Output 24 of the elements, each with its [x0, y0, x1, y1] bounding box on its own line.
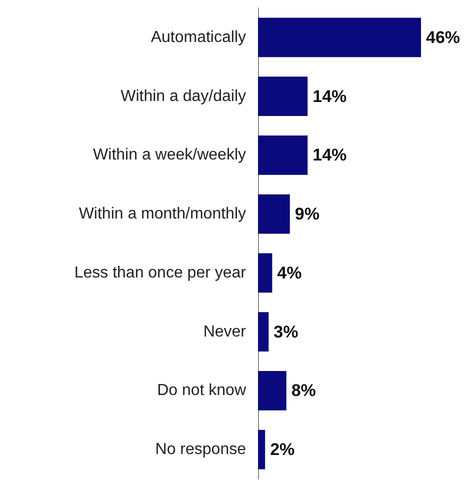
data-label: 3%: [274, 322, 298, 342]
data-label: 4%: [277, 263, 302, 282]
y-tick-label: Within a month/monthly: [78, 206, 246, 223]
y-tick-label: No response: [155, 441, 246, 458]
bar: [258, 18, 421, 58]
y-tick-label: Within a day/daily: [120, 88, 246, 105]
y-tick-label: Within a week/weekly: [93, 146, 246, 164]
bar: [258, 430, 266, 470]
y-tick-label: Never: [203, 323, 247, 340]
data-label: 46%: [426, 28, 460, 47]
y-tick-label: Less than once per year: [74, 264, 247, 282]
bar: [258, 194, 290, 234]
bar: [258, 76, 308, 116]
data-label: 2%: [270, 440, 295, 460]
y-tick-label: Do not know: [157, 382, 246, 400]
data-label: 8%: [291, 381, 316, 400]
bar: [258, 312, 269, 352]
data-label: 9%: [294, 204, 320, 224]
bar: [258, 253, 272, 293]
data-label: 14%: [312, 146, 347, 165]
bar: [258, 370, 286, 410]
data-label: 14%: [312, 86, 347, 106]
y-tick-label: Automatically: [150, 28, 246, 46]
bar: [258, 135, 308, 175]
